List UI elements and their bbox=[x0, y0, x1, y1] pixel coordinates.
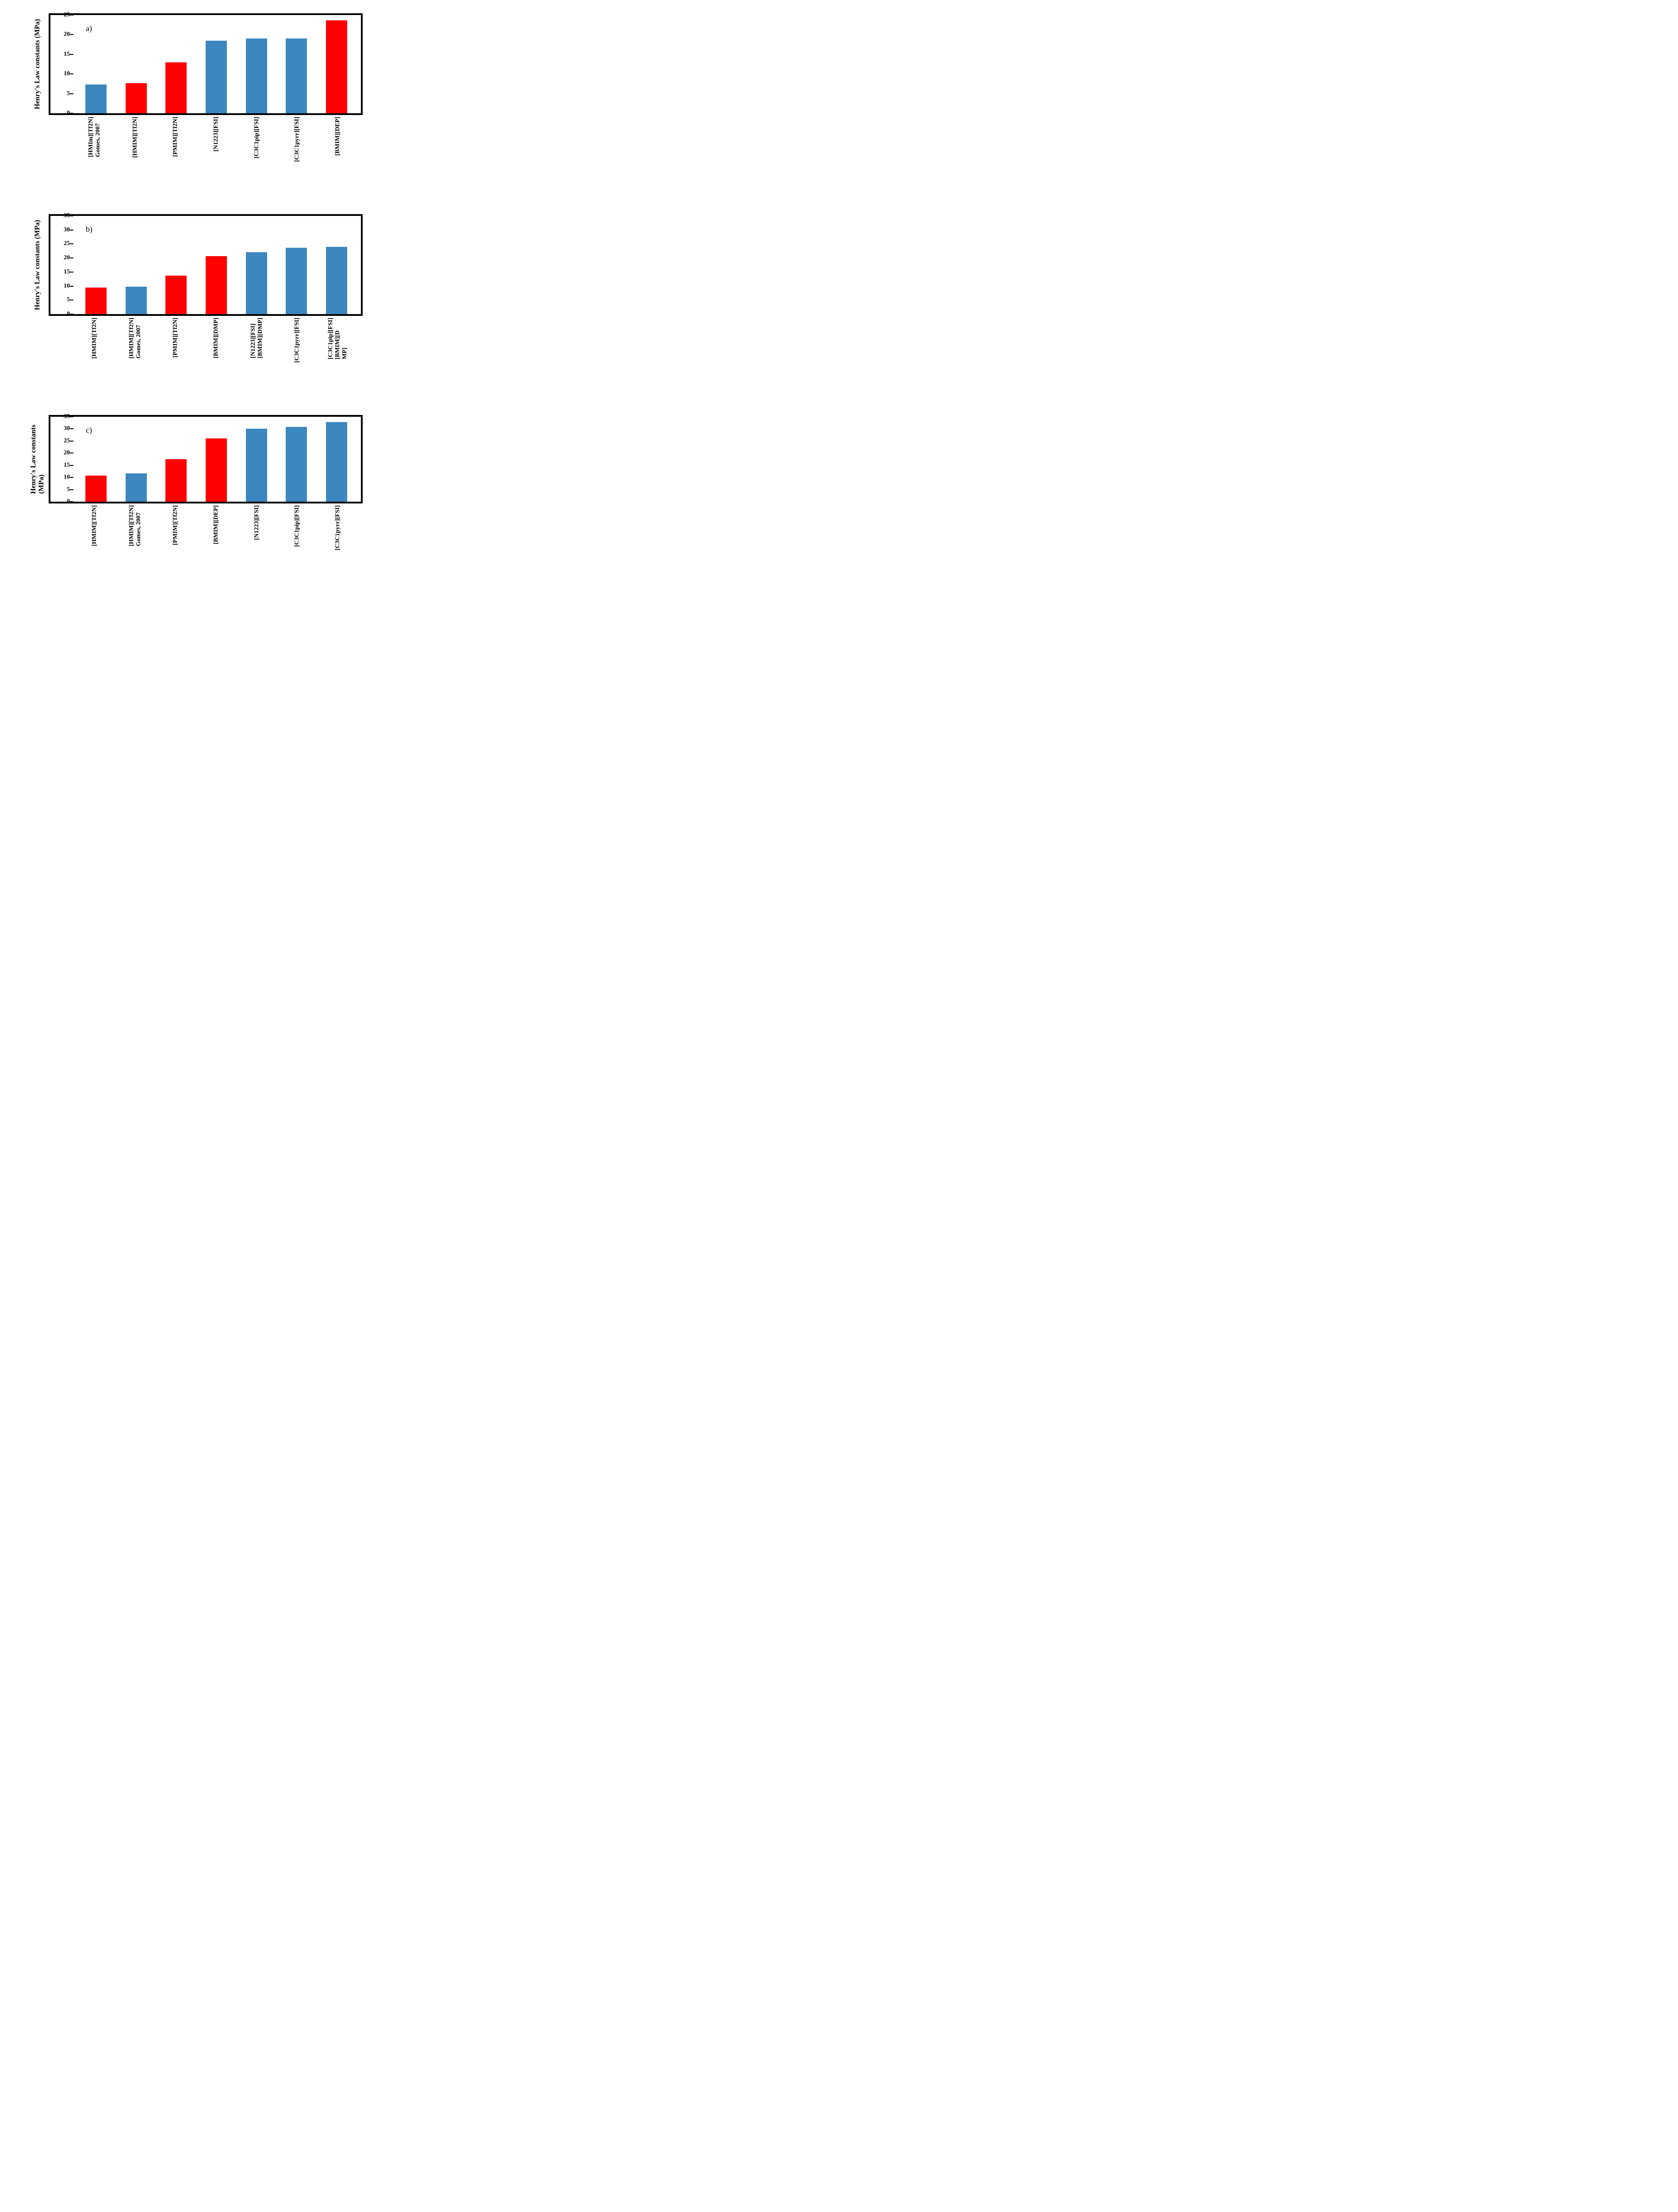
x-tick-label: [BMIM][DEP] bbox=[334, 117, 341, 156]
x-tick-label: [C3C1pyrr][FSI] bbox=[334, 505, 341, 550]
bar bbox=[326, 20, 347, 113]
y-tick-label: 0 bbox=[67, 311, 70, 318]
bar bbox=[326, 422, 347, 502]
x-tick-label: [BMIM][DMP] bbox=[213, 318, 220, 358]
x-tick-label: [N1223][FSI] bbox=[213, 117, 220, 152]
chart-b: Henry's Law constants (MPa)b)05101520253… bbox=[27, 214, 363, 397]
chart-c: Henry's Law constants (MPa)c)05101520253… bbox=[27, 415, 363, 589]
x-tick-label: [PMIM][Tf2N] bbox=[172, 505, 179, 545]
bar bbox=[246, 38, 267, 113]
bar bbox=[326, 247, 347, 314]
y-tick-label: 35 bbox=[64, 212, 70, 219]
y-tick-label: 0 bbox=[67, 498, 70, 505]
x-tick-label: [C3C1pip][FSI] bbox=[253, 117, 261, 158]
x-tick-label: [PMIM][Tf2N] bbox=[172, 318, 179, 357]
y-tick-label: 30 bbox=[64, 227, 70, 234]
y-tick-label: 20 bbox=[64, 449, 70, 457]
x-tick-label: [HMIM][Tf2N] bbox=[132, 117, 139, 158]
bar bbox=[165, 459, 187, 502]
bar bbox=[165, 276, 187, 314]
y-tick-label: 15 bbox=[64, 269, 70, 276]
bar bbox=[206, 41, 227, 113]
bar bbox=[286, 248, 307, 314]
y-tick-label: 5 bbox=[67, 90, 70, 97]
y-tick-label: 10 bbox=[64, 474, 70, 481]
plot-frame: c)05101520253035 bbox=[49, 415, 363, 503]
y-tick-label: 15 bbox=[64, 462, 70, 469]
bar bbox=[286, 427, 307, 502]
x-tick-label: [N1223][FSI] bbox=[253, 505, 261, 540]
bar bbox=[85, 476, 107, 502]
y-tick-label: 20 bbox=[64, 254, 70, 261]
bar bbox=[165, 62, 187, 113]
chart-a: Henry's Law constants (MPa)a)0510152025[… bbox=[27, 13, 363, 196]
bar bbox=[85, 84, 107, 113]
y-tick-label: 10 bbox=[64, 70, 70, 77]
x-tick-label: [BMIM][DEP] bbox=[213, 505, 220, 544]
y-tick-label: 10 bbox=[64, 283, 70, 290]
y-tick-label: 35 bbox=[64, 413, 70, 420]
x-tick-label: [C3C1pyrr][FSI] bbox=[294, 318, 301, 363]
plot-frame: b)05101520253035 bbox=[49, 214, 363, 316]
x-tick-label: [HMIm][Tf2N] Gomes, 2007 bbox=[88, 117, 102, 157]
y-axis-label: Henry's Law constants (MPa) bbox=[34, 19, 42, 109]
y-tick-label: 5 bbox=[67, 486, 70, 493]
plot-frame: a)0510152025 bbox=[49, 13, 363, 115]
x-tick-label: [N1223][FSI] [BMIM][DMP] bbox=[250, 318, 264, 358]
x-tick-label: [C3C1pip][FSI] bbox=[294, 505, 301, 547]
y-tick-label: 0 bbox=[67, 110, 70, 117]
bar bbox=[126, 473, 147, 502]
y-tick-label: 15 bbox=[64, 51, 70, 58]
y-tick-label: 5 bbox=[67, 296, 70, 303]
x-tick-label: [C3C1pyrr][FSI] bbox=[294, 117, 301, 162]
bar bbox=[206, 256, 227, 314]
bar bbox=[246, 252, 267, 314]
bar bbox=[85, 288, 107, 314]
y-tick-label: 25 bbox=[64, 240, 70, 247]
x-tick-label: [HMIM][Tf2N] Gomes, 2007 bbox=[128, 505, 142, 546]
bar bbox=[246, 429, 267, 502]
x-tick-label: [HMIM][Tf2N] Gomes, 2007 bbox=[128, 318, 142, 359]
y-tick-label: 20 bbox=[64, 31, 70, 38]
x-tick-label: [HMIM][Tf2N] bbox=[91, 318, 98, 359]
bar bbox=[126, 287, 147, 314]
bar bbox=[206, 438, 227, 502]
y-axis-label: Henry's Law constants (MPa) bbox=[30, 425, 46, 494]
y-tick-label: 30 bbox=[64, 425, 70, 432]
x-tick-label: [HMIM][Tf2N] bbox=[91, 505, 98, 546]
x-tick-label: [PMIM][Tf2N] bbox=[172, 117, 179, 157]
bar bbox=[286, 38, 307, 113]
bar bbox=[126, 83, 147, 113]
y-axis-label: Henry's Law constants (MPa) bbox=[34, 220, 42, 310]
x-tick-label: [C3C1pip][FSI] [BMIM][D MP] bbox=[327, 318, 349, 359]
y-tick-label: 25 bbox=[64, 12, 70, 19]
y-tick-label: 25 bbox=[64, 438, 70, 445]
